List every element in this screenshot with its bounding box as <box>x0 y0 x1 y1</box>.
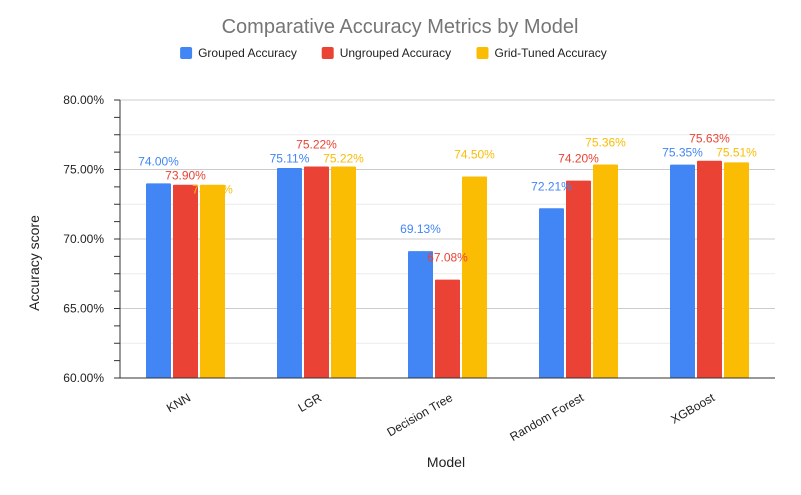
data-label: 73.90% <box>165 168 206 182</box>
data-labels: 74.00%73.90%73.90%75.22%75.22%75.11% 74.5… <box>138 132 757 265</box>
legend-swatch <box>321 47 334 59</box>
bar-grid-tuned-accuracy-knn <box>200 184 225 378</box>
data-label: 72.21% <box>531 179 572 193</box>
chart-title: Comparative Accuracy Metrics by Model <box>222 16 579 38</box>
x-tick-label: KNN <box>164 390 193 415</box>
x-tick-label: XGBoost <box>668 390 717 426</box>
bar-grouped-accuracy-lgr <box>277 167 302 378</box>
bar-ungrouped-accuracy-random-forest <box>566 180 591 378</box>
legend-label: Grid-Tuned Accuracy <box>495 46 607 60</box>
x-axis-ticks: KNN LGR Decision Tree Random Forest XGBoost <box>164 390 718 444</box>
data-label: 75.35% <box>662 146 703 160</box>
bar-ungrouped-accuracy-lgr <box>304 166 329 378</box>
legend-swatch <box>180 47 193 59</box>
y-tick-label: 60.00% <box>63 371 104 385</box>
data-label: 75.63% <box>689 132 730 146</box>
y-axis-ticks: 60.00% 65.00% 70.00% 75.00% 80.00% <box>63 93 104 385</box>
legend-swatch <box>476 47 489 59</box>
bar-ungrouped-accuracy-knn <box>173 184 198 378</box>
data-label: 73.90% <box>192 182 233 196</box>
x-tick-label: Random Forest <box>507 390 586 444</box>
bar-grouped-accuracy-knn <box>146 183 171 378</box>
data-label: 75.51% <box>716 146 757 160</box>
bar-grid-tuned-accuracy-decision-tree <box>462 176 487 378</box>
legend: Grouped Accuracy Ungrouped Accuracy Grid-T… <box>180 46 607 60</box>
y-tick-label: 65.00% <box>63 302 104 316</box>
bar-ungrouped-accuracy-decision-tree <box>435 279 460 378</box>
data-label: 69.13% <box>400 222 441 236</box>
bar-grid-tuned-accuracy-lgr <box>331 166 356 378</box>
legend-label: Grouped Accuracy <box>198 46 297 60</box>
data-label: 74.20% <box>558 152 599 166</box>
x-tick-label: Decision Tree <box>384 390 455 439</box>
y-tick-label: 70.00% <box>63 232 104 246</box>
bar-ungrouped-accuracy-xgboost <box>697 160 722 378</box>
gridlines <box>114 99 775 379</box>
data-label: 75.36% <box>585 135 626 149</box>
x-tick-label: LGR <box>296 390 325 415</box>
data-label: 75.11% <box>270 151 310 165</box>
data-label: 75.22% <box>296 137 337 151</box>
bar-grid-tuned-accuracy-xgboost <box>724 162 749 378</box>
data-label: 74.00% <box>138 154 179 168</box>
y-tick-label: 75.00% <box>63 163 104 177</box>
data-label: 67.08% <box>427 251 468 265</box>
legend-label: Ungrouped Accuracy <box>340 46 451 60</box>
bar-grouped-accuracy-decision-tree <box>408 251 433 378</box>
data-label: 74.50% <box>454 147 495 161</box>
bar-grouped-accuracy-xgboost <box>670 164 695 378</box>
y-tick-label: 80.00% <box>63 93 104 107</box>
y-axis-title: Accuracy score <box>26 215 42 311</box>
bars <box>146 160 749 378</box>
bar-grouped-accuracy-random-forest <box>539 208 564 378</box>
bar-grid-tuned-accuracy-random-forest <box>593 164 618 378</box>
x-axis-title: Model <box>427 454 465 470</box>
data-label: 75.22% <box>323 151 364 165</box>
